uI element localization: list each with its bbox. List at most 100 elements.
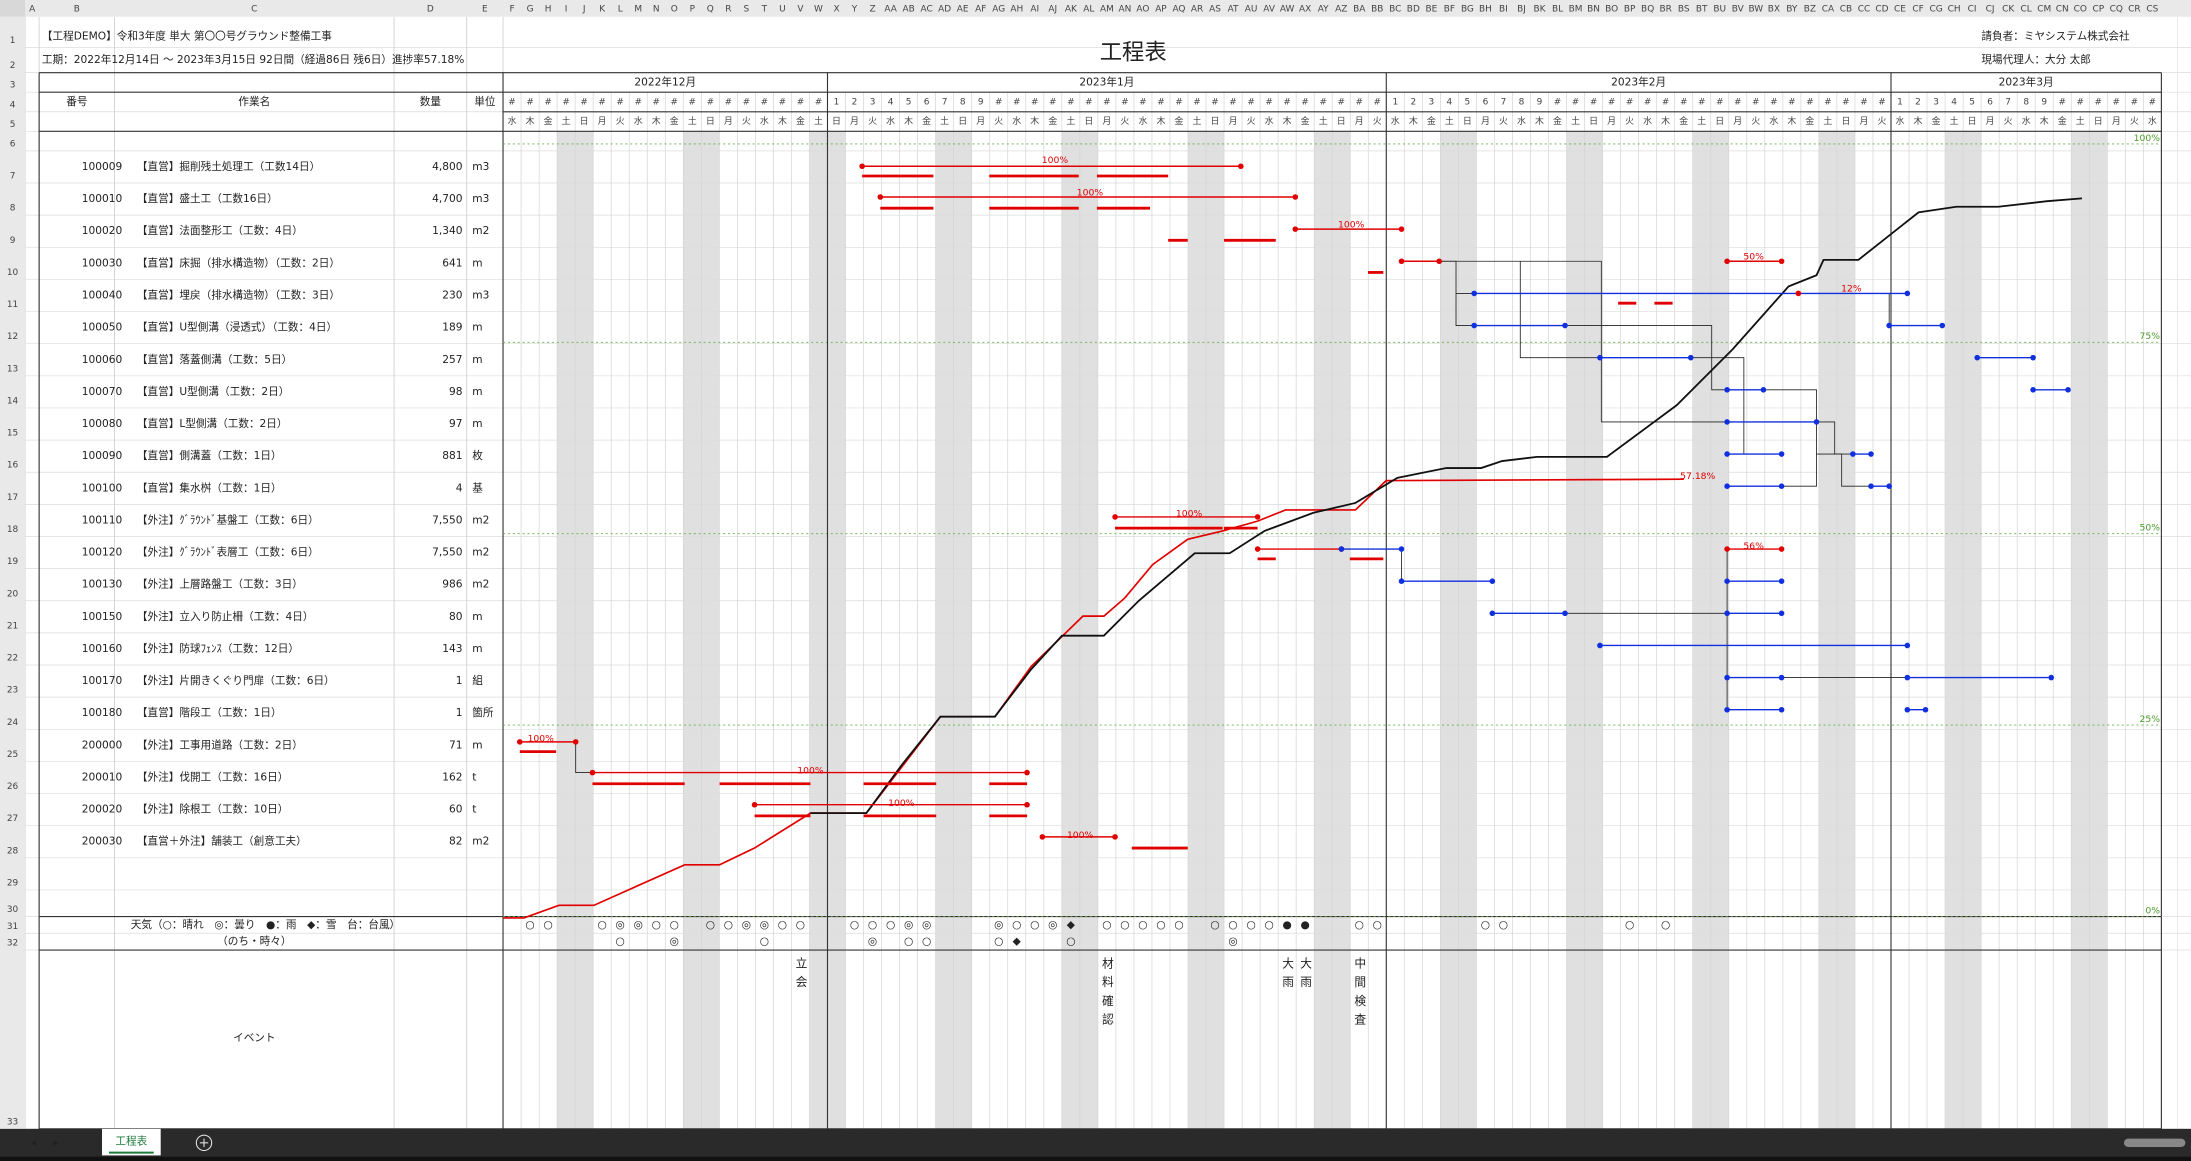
weekday-label: 火 xyxy=(742,116,751,127)
bar-end xyxy=(1778,258,1785,265)
weekday-label: 月 xyxy=(724,116,733,127)
day-label: # xyxy=(634,97,642,107)
weather-symbol: ○ xyxy=(1120,918,1129,931)
day-label: # xyxy=(1103,97,1111,107)
weather-symbol: ○ xyxy=(1210,918,1219,931)
task-unit: m xyxy=(472,321,482,334)
column-letter: W xyxy=(814,5,823,15)
weekday-label: 月 xyxy=(1733,116,1742,127)
column-letter: O xyxy=(671,5,678,15)
weekend-shade xyxy=(1584,131,1603,1129)
bar-end xyxy=(1238,163,1244,170)
project-period: 工期：2022年12月14日 ～ 2023年3月15日 92日間（経過86日 残… xyxy=(42,53,464,66)
column-letter: AN xyxy=(1119,5,1132,15)
column-letter: AX xyxy=(1299,5,1311,15)
bar-end xyxy=(1338,546,1345,552)
column-letter: CR xyxy=(2128,5,2140,15)
weekday-label: 火 xyxy=(1499,116,1508,127)
weather-symbol: ○ xyxy=(1246,918,1255,931)
day-label: # xyxy=(1572,97,1580,107)
column-letter: H xyxy=(545,5,552,15)
bar-end xyxy=(877,194,884,200)
day-label: 7 xyxy=(942,97,948,107)
day-label: # xyxy=(815,97,823,107)
task-unit: m2 xyxy=(472,578,489,591)
column-letter: BY xyxy=(1786,5,1798,15)
sheet-tab-label[interactable]: 工程表 xyxy=(115,1134,147,1147)
weather-symbol: ◎ xyxy=(904,918,913,931)
column-letter: BZ xyxy=(1804,5,1816,15)
bar-end xyxy=(1778,674,1785,681)
weekend-shade xyxy=(809,131,828,1129)
weekday-label: 水 xyxy=(1012,115,1021,127)
weekday-label: 日 xyxy=(580,116,589,127)
task-name: 【直営】埋戻（排水構造物）（工数：3日） xyxy=(137,288,340,301)
sheet-tab[interactable] xyxy=(102,1128,161,1156)
column-letter: CQ xyxy=(2110,5,2123,15)
weather-symbol: ○ xyxy=(922,935,931,948)
row-number: 27 xyxy=(7,814,18,824)
column-letter: Z xyxy=(869,5,875,15)
day-label: # xyxy=(1355,97,1363,107)
day-label: # xyxy=(1211,97,1219,107)
add-sheet-button[interactable] xyxy=(195,1134,213,1152)
bar-end xyxy=(1398,258,1405,265)
task-id: 200000 xyxy=(82,738,123,751)
column-header: 単位 xyxy=(474,95,496,108)
weather-symbol: ◎ xyxy=(670,935,679,948)
row-number: 2 xyxy=(10,61,16,71)
row-number: 16 xyxy=(7,461,19,471)
weekend-shade xyxy=(2089,131,2108,1129)
row-number: 31 xyxy=(7,922,18,932)
row-number: 15 xyxy=(7,429,18,439)
bar-end xyxy=(1398,226,1405,232)
day-label: # xyxy=(1608,97,1616,107)
bar-end xyxy=(1760,387,1767,393)
column-letter: AJ xyxy=(1048,5,1057,15)
weekday-label: 火 xyxy=(1373,116,1382,127)
bar-end xyxy=(2030,387,2036,393)
nav-arrow[interactable]: ▸ xyxy=(53,1136,59,1149)
day-label: # xyxy=(689,97,697,107)
bar-end xyxy=(1562,322,1568,329)
bar-end xyxy=(1904,290,1911,297)
weekday-label: 金 xyxy=(796,115,805,127)
bar-end xyxy=(1778,610,1785,617)
column-letter: AI xyxy=(1030,5,1039,15)
day-label: # xyxy=(2149,97,2157,107)
day-label: 4 xyxy=(888,97,894,107)
progress-label: 100% xyxy=(888,798,915,809)
progress-label: 100% xyxy=(1338,219,1365,230)
weekday-label: 月 xyxy=(1229,116,1238,127)
weekday-label: 火 xyxy=(1625,116,1634,127)
task-name: 【外注】伐開工（工数：16日） xyxy=(137,770,288,783)
weekend-shade xyxy=(953,131,972,1129)
dependency-link xyxy=(1763,389,1817,487)
status-strip xyxy=(0,1156,2191,1161)
weekday-label: 月 xyxy=(1607,116,1616,127)
horizontal-scrollbar[interactable] xyxy=(2123,1138,2186,1148)
column-letter: BA xyxy=(1353,5,1366,15)
select-all-corner xyxy=(0,0,26,17)
weather-symbol: ○ xyxy=(850,918,859,931)
bar-end xyxy=(1597,642,1603,649)
task-qty: 82 xyxy=(449,835,463,848)
weekend-shade xyxy=(1818,131,1837,1129)
weather-symbol: ○ xyxy=(1355,918,1364,931)
month-label: 2023年1月 xyxy=(1079,75,1134,88)
weekday-label: 木 xyxy=(1661,115,1670,127)
task-name: 【外注】工事用道路（工数：2日） xyxy=(137,738,303,751)
column-letter: V xyxy=(797,5,804,15)
task-unit: m xyxy=(472,642,482,655)
task-id: 100080 xyxy=(82,417,123,430)
weekend-shade xyxy=(1692,131,1711,1129)
column-letter: BO xyxy=(1605,5,1618,15)
column-letter: BR xyxy=(1660,5,1672,15)
task-qty: 986 xyxy=(442,578,463,591)
bar-end xyxy=(1724,483,1730,489)
bar-end xyxy=(1292,226,1299,232)
nav-arrow[interactable]: ◂ xyxy=(31,1136,37,1149)
event: 中間検査 xyxy=(1353,956,1367,1032)
weekday-label: 金 xyxy=(1932,115,1941,127)
task-name: 【外注】立入り防止柵（工数：4日） xyxy=(137,610,314,623)
